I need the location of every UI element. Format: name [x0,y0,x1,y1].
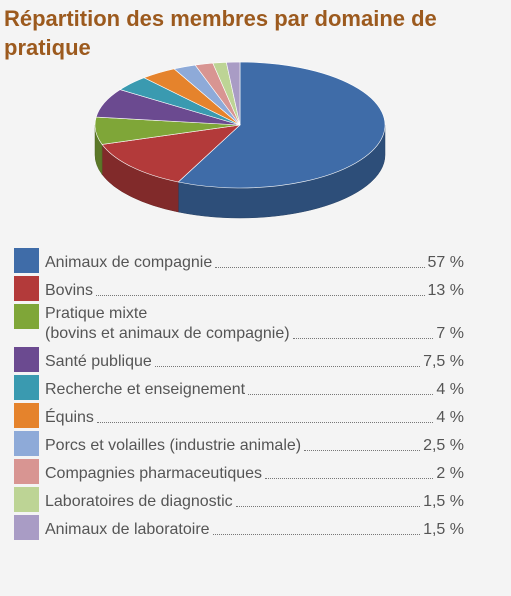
value-label: 1,5 % [423,521,464,538]
legend-swatch [14,375,39,400]
legend-label: Animaux de laboratoire [45,521,210,538]
legend-label: Bovins [45,282,94,299]
legend-label: Animaux de compagnie [45,254,213,271]
legend-label: Compagnies pharmaceutiques [45,465,263,482]
legend-item: Bovins 13 % [14,276,464,301]
legend-swatch [14,515,39,540]
value-label: 2,5 % [423,437,464,454]
legend-swatch [14,431,39,456]
legend-item: Santé publique 7,5 % [14,347,464,372]
value-label: 57 % [427,254,464,271]
legend-item: Compagnies pharmaceutiques 2 % [14,459,464,484]
chart-title: Répartition des membres par domaine de p… [4,6,437,60]
value-label: 13 % [427,282,464,299]
legend-item: Pratique mixte (bovins et animaux de com… [14,304,464,344]
legend-label: Pratique mixte (bovins et animaux de com… [45,305,290,342]
pie-slice [101,124,241,183]
legend-item: Animaux de laboratoire 1,5 % [14,515,464,540]
value-label: 7 % [436,325,464,342]
value-label: 4 % [436,409,464,426]
value-label: 1,5 % [423,493,464,510]
legend-swatch [14,403,39,428]
legend-swatch [14,304,39,329]
legend-swatch [14,487,39,512]
leader [96,295,425,296]
leader [154,366,421,367]
leader [212,534,421,535]
legend-swatch [14,459,39,484]
leader [96,422,434,423]
legend-label: Équins [45,409,94,426]
pie-slice [225,61,241,126]
legend-item: Recherche et enseignement 4 % [14,375,464,400]
leader [265,478,434,479]
legend-swatch [14,347,39,372]
pie-chart [94,61,386,219]
leader [248,394,434,395]
value-label: 4 % [436,381,464,398]
pie-slice [177,61,386,189]
legend-label: Laboratoires de diagnostic [45,493,233,510]
legend-item: Porcs et volailles (industrie animale) 2,… [14,431,464,456]
leader [215,267,425,268]
legend-label: Porcs et volailles (industrie animale) [45,437,302,454]
leader [292,338,434,339]
legend-label: Santé publique [45,353,152,370]
value-label: 2 % [436,465,464,482]
value-label: 7,5 % [423,353,464,370]
legend-item: Animaux de compagnie 57 % [14,248,464,273]
legend: Animaux de compagnie 57 % Bovins 13 % Pratiq… [14,248,464,543]
legend-item: Laboratoires de diagnostic 1,5 % [14,487,464,512]
legend-label: Recherche et enseignement [45,381,246,398]
leader [304,450,421,451]
legend-item: Équins 4 % [14,403,464,428]
legend-swatch [14,248,39,273]
legend-swatch [14,276,39,301]
leader [235,506,421,507]
